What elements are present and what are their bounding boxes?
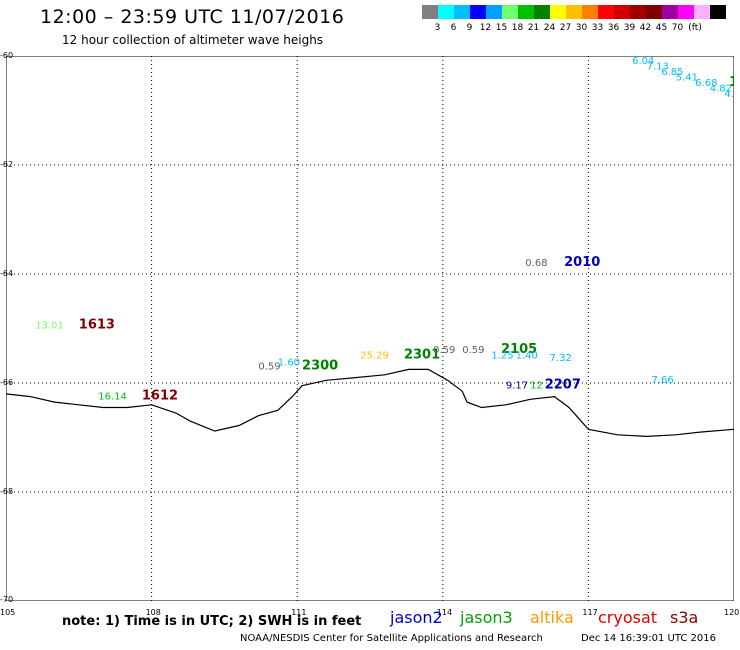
wave-height-label: 6.85	[661, 67, 683, 78]
pass-time-label: 2010	[564, 255, 600, 270]
scale-label: 21	[527, 23, 540, 33]
wave-height-label: 13.01	[35, 321, 64, 332]
scale-label: 9	[466, 23, 473, 33]
wave-height-label: 16.14	[98, 391, 127, 402]
scale-label: 42	[639, 23, 652, 33]
scale-swatch	[550, 5, 567, 19]
y-tick-label: -62	[0, 160, 14, 169]
wave-height-label: 1.60	[278, 358, 300, 369]
wave-height-label: 0.59	[433, 345, 455, 356]
scale-label: 18	[511, 23, 524, 33]
scale-swatch	[422, 5, 439, 19]
scale-swatch	[486, 5, 503, 19]
scale-swatch	[694, 5, 711, 19]
pass-time-label: 1613	[79, 318, 115, 333]
scale-swatch	[646, 5, 663, 19]
pass-time-label: 19	[729, 75, 734, 90]
y-tick-label: -64	[0, 269, 14, 278]
scale-swatch	[534, 5, 551, 19]
pass-time-label: 1908	[661, 56, 697, 60]
scale-swatch	[454, 5, 471, 19]
legend-jason3: jason3	[460, 608, 513, 627]
wave-height-label: 5.41	[676, 73, 698, 84]
x-tick-label: 105	[0, 608, 16, 617]
map-frame	[6, 56, 734, 601]
scale-swatch	[566, 5, 583, 19]
pass-time-label: 2105	[501, 342, 537, 357]
wave-height-label: 7.13	[647, 62, 669, 73]
wave-height-label: 4.	[724, 89, 734, 100]
wave-height-label: 12	[530, 380, 543, 391]
wave-height-label: 0.59	[258, 361, 280, 372]
scale-label: 6	[450, 23, 457, 33]
y-tick-label: -68	[0, 487, 14, 496]
scale-label: 36	[607, 23, 620, 33]
scale-swatch	[678, 5, 695, 19]
wave-height-label: 9.17	[506, 380, 528, 391]
scale-label: 45	[655, 23, 668, 33]
scale-swatch	[630, 5, 647, 19]
scale-label: 70	[671, 23, 684, 33]
pass-time-label: 2301	[404, 347, 440, 362]
pass-time-label: 2300	[302, 358, 338, 373]
legend-altika: altika	[530, 608, 574, 627]
y-tick-label: -70	[0, 595, 14, 604]
scale-label: 12	[479, 23, 492, 33]
y-tick-label: -60	[0, 51, 14, 60]
scale-swatch	[470, 5, 487, 19]
scale-swatch	[598, 5, 615, 19]
wave-height-label: 0.68	[525, 258, 547, 269]
scale-swatch	[710, 5, 727, 19]
scale-label: 39	[623, 23, 636, 33]
scale-swatch	[662, 5, 679, 19]
x-tick-label: 120	[724, 608, 740, 617]
wave-height-label: 0.59	[462, 345, 484, 356]
scale-label: 24	[543, 23, 556, 33]
map-grid	[6, 56, 734, 601]
legend-cryosat: cryosat	[598, 608, 658, 627]
wave-height-label: 7.32	[550, 353, 572, 364]
credit-text: NOAA/NESDIS Center for Satellite Applica…	[240, 633, 543, 644]
scale-label: 33	[591, 23, 604, 33]
legend-jason2: jason2	[390, 608, 443, 627]
wave-height-label: 25.29	[360, 350, 389, 361]
timestamp: Dec 14 16:39:01 UTC 2016	[581, 633, 716, 644]
page-title: 12:00 – 23:59 UTC 11/07/2016	[40, 6, 345, 28]
x-tick-label: 114	[436, 608, 453, 617]
wave-height-label: 1.40	[516, 350, 538, 361]
wave-height-label: 6.68	[695, 78, 717, 89]
pass-time-label: 2207	[545, 377, 581, 392]
scale-label: 3	[434, 23, 441, 33]
scale-swatch	[582, 5, 599, 19]
scale-swatch	[518, 5, 535, 19]
coastline	[6, 368, 734, 438]
x-tick-label: 108	[145, 608, 161, 617]
scale-label: 15	[495, 23, 508, 33]
scale-swatch	[614, 5, 631, 19]
wave-height-label: 1.25	[491, 350, 513, 361]
scale-unit: (ft)	[688, 23, 702, 33]
page-subtitle: 12 hour collection of altimeter wave hei…	[62, 33, 324, 47]
legend-s3a: s3a	[670, 608, 699, 627]
y-tick-label: -66	[0, 378, 14, 387]
x-tick-label: 117	[582, 608, 598, 617]
wave-height-label: 6.59	[618, 56, 640, 59]
scale-swatch	[438, 5, 455, 19]
x-tick-label: 111	[291, 608, 307, 617]
scale-swatch	[502, 5, 519, 19]
footer-note: note: 1) Time is in UTC; 2) SWH is in fe…	[62, 614, 362, 629]
scale-label: 30	[575, 23, 588, 33]
wave-height-label: 6.04	[632, 56, 654, 67]
wave-height-label: 4.82	[710, 83, 732, 94]
wave-height-label: 7.66	[651, 375, 673, 386]
pass-time-label: 1612	[142, 388, 178, 403]
scale-label: 27	[559, 23, 572, 33]
